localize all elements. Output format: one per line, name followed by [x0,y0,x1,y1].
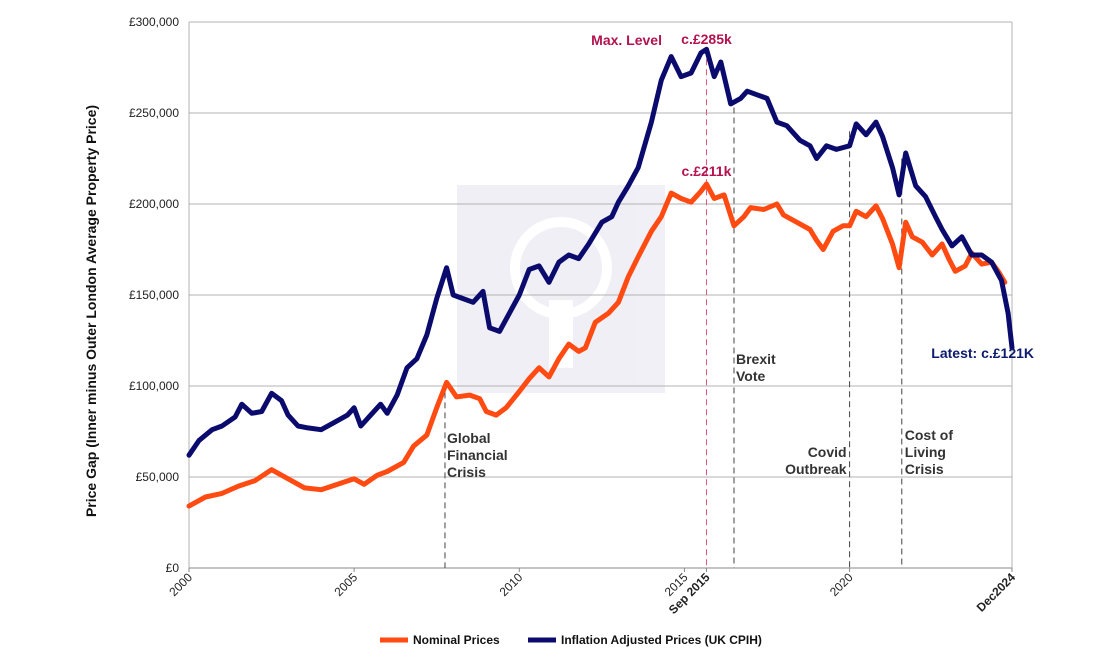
latest-value-label: Latest: c.£121K [931,345,1034,361]
y-tick-label: £250,000 [129,106,179,120]
event-label: Crisis [447,464,486,480]
annotation-labels: GlobalFinancialCrisisBrexitVoteCovidOutb… [447,31,1034,480]
watermark-logo-icon [457,185,665,393]
y-tick-label: £150,000 [129,288,179,302]
event-markers [444,49,903,568]
y-tick-label: £50,000 [136,470,180,484]
x-tick-label: Dec2024 [974,570,1019,615]
y-tick-label: £200,000 [129,197,179,211]
event-label: Crisis [905,461,944,477]
event-label: Brexit [736,351,776,367]
series-lines [186,46,1015,509]
x-tick-label: 2020 [827,570,856,599]
event-label: Covid [808,444,847,460]
x-tick-label: 2010 [497,570,526,599]
nominal-peak-label: c.£211k [682,163,732,179]
event-label: Global [447,430,491,446]
grid-lines [189,21,1012,569]
inflation-adjusted-prices-line [186,46,1015,458]
y-axis-label: Price Gap (Inner minus Outer London Aver… [83,105,99,517]
axes: £0 £50,000 £100,000 £150,000 £200,000 £250,00… [129,15,1018,617]
y-tick-label: £300,000 [129,15,179,29]
event-label: Living [905,444,946,460]
event-label: Financial [447,447,508,463]
nominal-prices-line [186,181,1008,509]
event-label: Outbreak [785,461,847,477]
real-peak-label: c.£285k [681,31,732,47]
event-label: Vote [736,368,766,384]
max-level-label: Max. Level [591,32,662,48]
x-tick-label: 2005 [331,570,360,599]
event-label: Cost of [905,427,954,443]
legend-item-inflation-adjusted-label: Inflation Adjusted Prices (UK CPIH) [561,633,762,647]
y-tick-label: £100,000 [129,379,179,393]
y-tick-label: £0 [166,561,180,575]
legend: Nominal Prices Inflation Adjusted Prices … [380,633,762,647]
legend-item-nominal-label: Nominal Prices [413,633,500,647]
